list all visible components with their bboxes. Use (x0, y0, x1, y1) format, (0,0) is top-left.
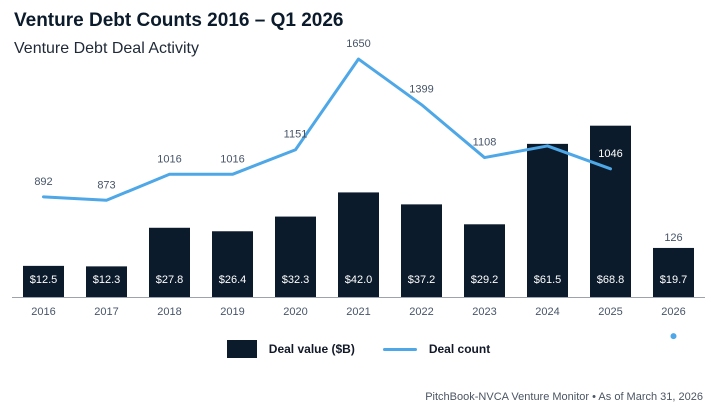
bar-2018 (149, 227, 190, 297)
x-tick-label-2024: 2024 (535, 306, 559, 318)
legend-label-deal-count: Deal count (428, 342, 491, 356)
bar-2020 (275, 216, 316, 297)
line-value-label-2025: 1046 (598, 148, 622, 160)
bar-2023 (464, 224, 505, 297)
line-value-label-2021: 1650 (346, 38, 370, 50)
chart-legend: Deal value ($B) Deal count (0, 340, 717, 358)
x-tick-label-2026: 2026 (661, 306, 685, 318)
chart-title: Venture Debt Counts 2016 – Q1 2026 (14, 10, 344, 31)
chart-subtitle: Venture Debt Deal Activity (14, 40, 199, 57)
source-note: PitchBook-NVCA Venture Monitor • As of M… (425, 391, 703, 403)
bar-value-label-2024: $61.5 (534, 274, 562, 286)
bar-value-label-2023: $29.2 (471, 274, 499, 286)
bar-2016 (23, 265, 64, 297)
line-value-label-2017: 873 (97, 179, 115, 191)
x-tick-label-2016: 2016 (31, 306, 55, 318)
bar-value-label-2019: $26.4 (219, 274, 247, 286)
bar-2021 (338, 192, 379, 297)
line-value-label-2023: 1108 (473, 137, 497, 149)
bar-value-label-2022: $37.2 (408, 274, 436, 286)
x-tick-label-2025: 2025 (598, 306, 622, 318)
bar-2019 (212, 231, 253, 297)
bar-2025 (590, 125, 631, 297)
x-tick-label-2017: 2017 (94, 306, 118, 318)
legend-label-deal-value: Deal value ($B) (268, 342, 355, 356)
bar-2022 (401, 204, 442, 297)
x-tick-label-2020: 2020 (283, 306, 307, 318)
x-tick-label-2021: 2021 (346, 306, 370, 318)
line-value-label-2018: 1016 (157, 153, 181, 165)
bar-value-label-2021: $42.0 (345, 274, 373, 286)
bar-2017 (86, 266, 127, 297)
bar-value-label-2025: $68.8 (597, 274, 625, 286)
legend-bar-swatch (226, 340, 257, 358)
line-value-label-2016: 892 (34, 176, 52, 188)
bar-value-label-2020: $32.3 (282, 274, 310, 286)
x-tick-label-2022: 2022 (409, 306, 433, 318)
legend-item-deal-count: Deal count (382, 340, 491, 358)
bar-2026 (653, 247, 694, 297)
line-value-label-2026: 126 (664, 232, 682, 244)
bar-value-label-2018: $27.8 (156, 274, 184, 286)
deal-count-point-2026 (670, 333, 677, 340)
bar-value-label-2017: $12.3 (93, 274, 121, 286)
line-value-label-2022: 1399 (409, 84, 433, 96)
bar-value-label-2016: $12.5 (30, 274, 58, 286)
bar-2024 (527, 143, 568, 297)
bar-value-label-2026: $19.7 (660, 274, 688, 286)
x-tick-label-2018: 2018 (157, 306, 181, 318)
x-tick-label-2023: 2023 (472, 306, 496, 318)
legend-item-deal-value: Deal value ($B) (226, 340, 355, 358)
legend-line-swatch (382, 347, 417, 351)
line-value-label-2019: 1016 (220, 153, 244, 165)
line-value-label-2024: 1172 (536, 125, 560, 137)
x-tick-label-2019: 2019 (220, 306, 244, 318)
deal-count-line (42, 57, 612, 202)
line-value-label-2020: 1151 (284, 129, 308, 141)
